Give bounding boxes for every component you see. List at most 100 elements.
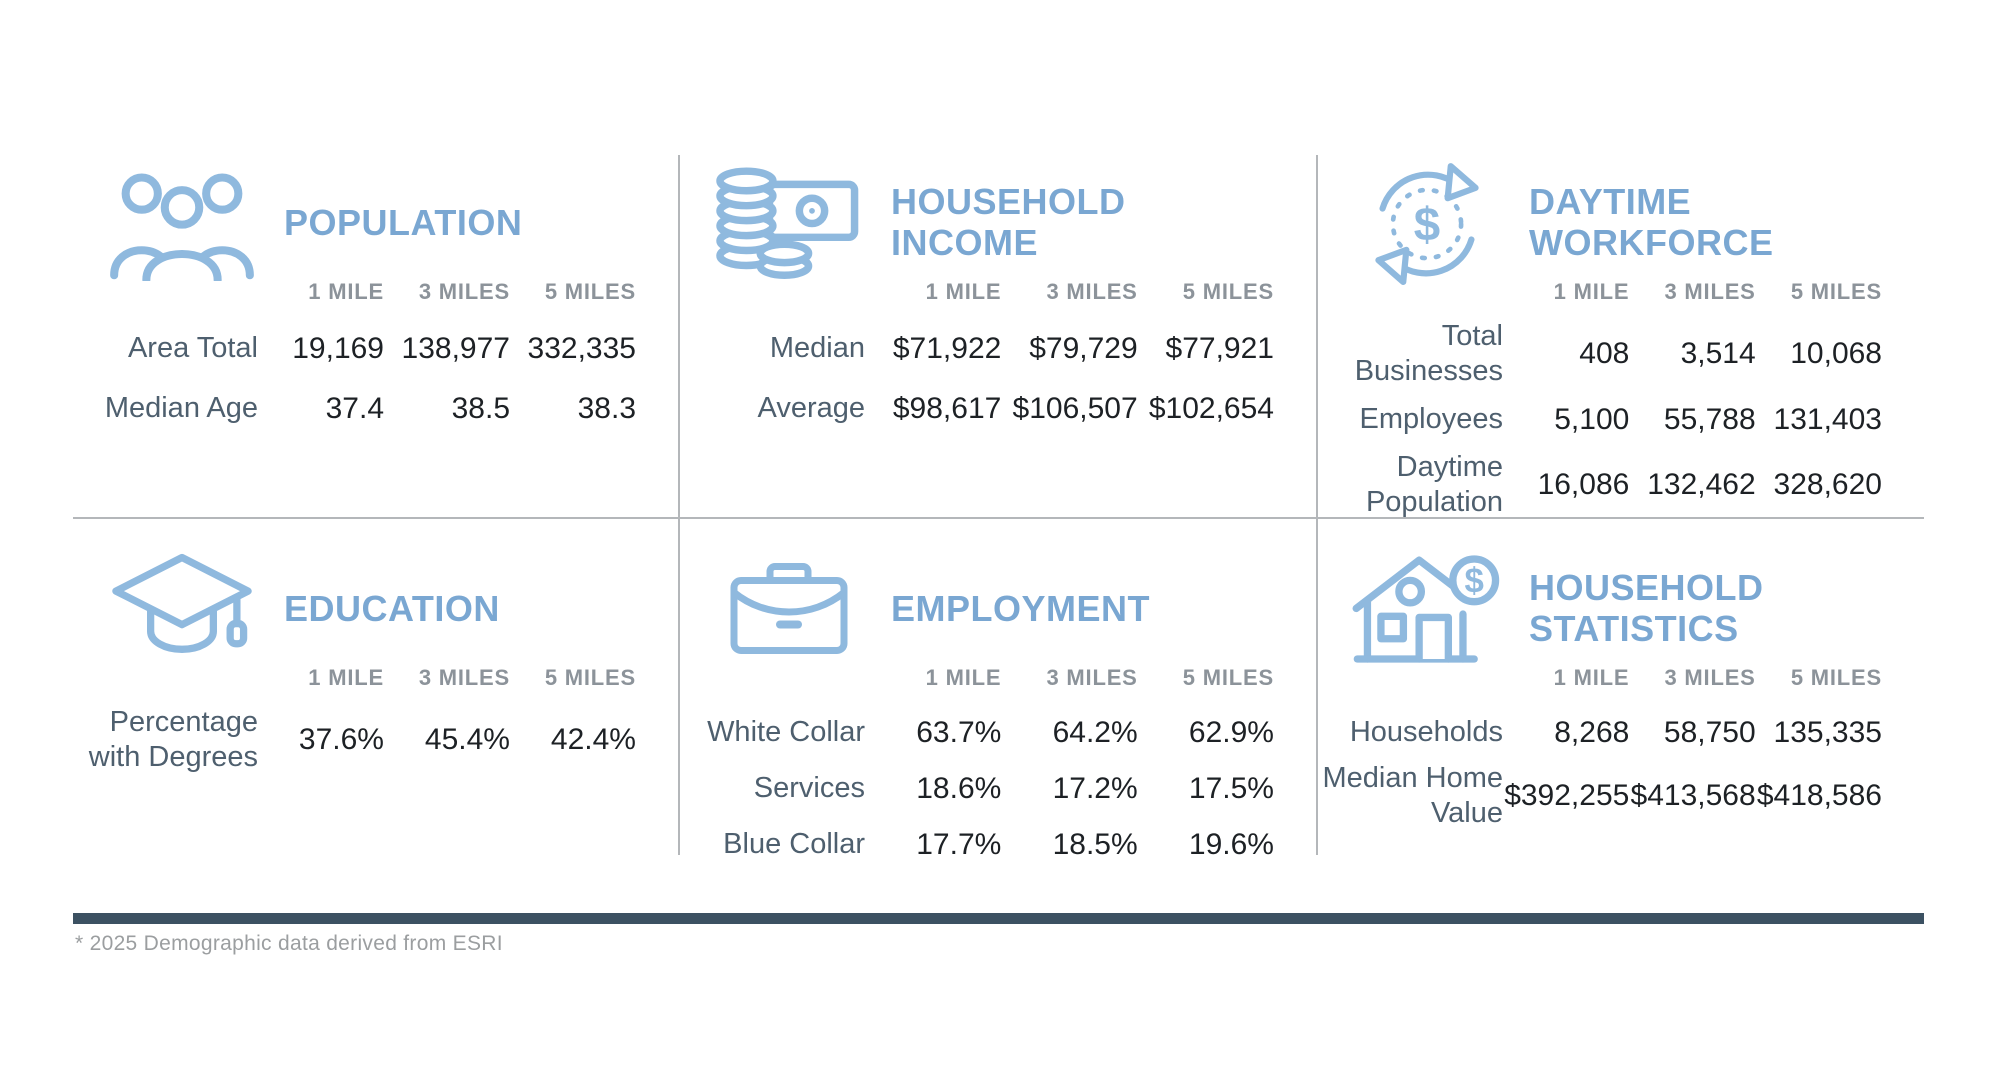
people-icon <box>99 166 264 281</box>
column-header-3-miles: 3 MILES <box>418 279 510 304</box>
section-title: DAYTIME WORKFORCE <box>1529 181 1774 263</box>
row-value: 58,750 <box>1663 716 1756 749</box>
row-value: $106,507 <box>1012 392 1138 425</box>
header-spacer <box>680 659 865 705</box>
row-value: 8,268 <box>1554 716 1630 749</box>
row-value: 18.6% <box>916 772 1002 805</box>
row-value: 328,620 <box>1773 468 1882 502</box>
row-value: 17.2% <box>1052 772 1138 805</box>
section-household-statistics: $ HOUSEHOLD STATISTICS 1 MILE 3 MILES 5 … <box>1318 519 1924 855</box>
section-title: HOUSEHOLD INCOME <box>891 181 1126 263</box>
section-household-income: HOUSEHOLD INCOME 1 MILE 3 MILES 5 MILES … <box>680 155 1318 519</box>
row-value: 131,403 <box>1773 402 1882 436</box>
section-education: EDUCATION 1 MILE 3 MILES 5 MILES Percent… <box>73 519 680 855</box>
row-value: 42.4% <box>550 723 636 757</box>
row-label: Median Home Value <box>1322 762 1503 830</box>
row-value: 64.2% <box>1052 716 1138 749</box>
header-spacer <box>1318 273 1503 319</box>
row-label: Percentage with Degrees <box>88 706 258 774</box>
section-title: EDUCATION <box>284 587 500 629</box>
education-table: 1 MILE 3 MILES 5 MILES Percentage with D… <box>73 659 678 776</box>
employment-table: 1 MILE 3 MILES 5 MILES White Collar 63.7… <box>680 659 1316 873</box>
row-label: White Collar <box>707 716 865 749</box>
row-label: Blue Collar <box>723 828 865 861</box>
row-value: 408 <box>1579 337 1630 371</box>
column-header-5-miles: 5 MILES <box>544 665 636 690</box>
footer-divider-bar <box>73 913 1924 924</box>
household-income-header: HOUSEHOLD INCOME <box>680 166 1316 279</box>
row-value: 5,100 <box>1554 402 1630 436</box>
row-value: $98,617 <box>892 392 1002 425</box>
column-header-1-mile: 1 MILE <box>925 279 1002 304</box>
row-label: Employees <box>1359 403 1503 436</box>
employment-header: EMPLOYMENT <box>680 559 1316 659</box>
row-value: 332,335 <box>527 332 636 365</box>
row-label: Total Businesses <box>1354 320 1503 388</box>
row-value: 38.5 <box>451 392 510 425</box>
dollar-cycle-icon: $ <box>1344 161 1509 285</box>
row-value: 138,977 <box>401 332 510 365</box>
row-value: $79,729 <box>1029 332 1138 365</box>
row-label: Average <box>757 392 866 425</box>
row-value: $102,654 <box>1148 392 1274 425</box>
header-spacer <box>680 273 865 319</box>
row-value: 63.7% <box>916 716 1002 749</box>
column-header-3-miles: 3 MILES <box>418 665 510 690</box>
header-spacer <box>73 659 258 705</box>
header-spacer <box>73 273 258 319</box>
row-value: 45.4% <box>424 723 510 757</box>
column-header-1-mile: 1 MILE <box>1553 279 1630 304</box>
row-value: 18.5% <box>1052 828 1138 861</box>
section-title: EMPLOYMENT <box>891 587 1151 629</box>
column-header-3-miles: 3 MILES <box>1664 279 1756 304</box>
row-value: 19,169 <box>292 332 384 365</box>
row-value: 37.6% <box>298 723 384 757</box>
population-table: 1 MILE 3 MILES 5 MILES Area Total 19,169… <box>73 273 678 439</box>
column-header-5-miles: 5 MILES <box>1182 665 1274 690</box>
household-statistics-table: 1 MILE 3 MILES 5 MILES Households 8,268 … <box>1318 659 1924 832</box>
column-header-5-miles: 5 MILES <box>544 279 636 304</box>
column-header-1-mile: 1 MILE <box>1553 665 1630 690</box>
data-source-footnote: * 2025 Demographic data derived from ESR… <box>75 932 503 955</box>
row-value: 132,462 <box>1647 468 1756 502</box>
row-label: Services <box>753 772 865 805</box>
content-grid: POPULATION 1 MILE 3 MILES 5 MILES Area T… <box>73 155 1924 861</box>
row-label: Daytime Population <box>1365 450 1503 519</box>
section-title: HOUSEHOLD STATISTICS <box>1529 567 1764 649</box>
row-value: $392,255 <box>1504 779 1630 813</box>
row-value: 17.5% <box>1188 772 1274 805</box>
row-label: Households <box>1349 716 1503 749</box>
row-value: $418,586 <box>1756 779 1882 813</box>
row-value: 10,068 <box>1790 337 1882 371</box>
education-header: EDUCATION <box>73 553 678 659</box>
row-value: 17.7% <box>916 828 1002 861</box>
row-label: Median Age <box>104 392 258 425</box>
section-title: POPULATION <box>284 201 523 243</box>
row-value: 55,788 <box>1663 402 1756 436</box>
daytime-workforce-header: $ DAYTIME WORKFORCE <box>1318 163 1924 285</box>
briefcase-icon <box>706 555 871 663</box>
row-value: 135,335 <box>1773 716 1882 749</box>
row-value: $413,568 <box>1630 779 1756 813</box>
column-header-5-miles: 5 MILES <box>1790 279 1882 304</box>
graduation-cap-icon <box>99 553 264 665</box>
row-label: Area Total <box>127 332 258 365</box>
column-header-5-miles: 5 MILES <box>1790 665 1882 690</box>
row-value: $77,921 <box>1165 332 1274 365</box>
row-value: 62.9% <box>1188 716 1274 749</box>
section-population: POPULATION 1 MILE 3 MILES 5 MILES Area T… <box>73 155 680 519</box>
row-value: 16,086 <box>1537 468 1630 502</box>
household-statistics-header: $ HOUSEHOLD STATISTICS <box>1318 555 1924 663</box>
daytime-workforce-table: 1 MILE 3 MILES 5 MILES Total Businesses … <box>1318 273 1924 521</box>
svg-text:$: $ <box>1464 562 1483 601</box>
svg-text:$: $ <box>1413 199 1439 252</box>
column-header-3-miles: 3 MILES <box>1664 665 1756 690</box>
household-income-table: 1 MILE 3 MILES 5 MILES Median $71,922 $7… <box>680 273 1316 439</box>
row-label: Median <box>769 332 865 365</box>
house-dollar-icon: $ <box>1344 550 1509 668</box>
row-value: 37.4 <box>325 392 384 425</box>
column-header-1-mile: 1 MILE <box>925 665 1002 690</box>
row-value: 3,514 <box>1680 337 1756 371</box>
population-header: POPULATION <box>73 172 678 281</box>
